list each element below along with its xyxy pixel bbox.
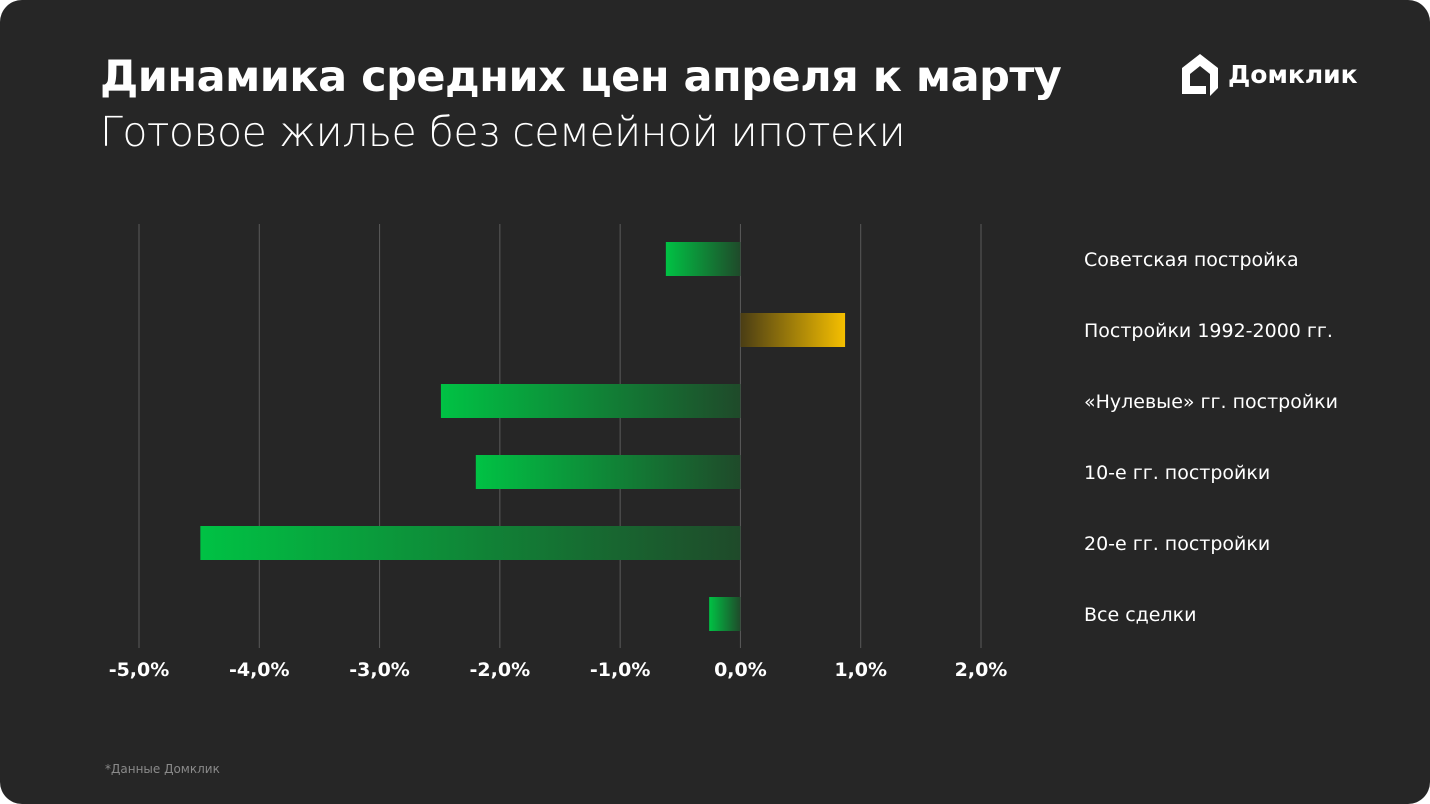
category-label: Все сделки <box>1084 604 1196 626</box>
x-tick-label: -3,0% <box>349 659 410 681</box>
category-label: Советская постройка <box>1084 249 1299 271</box>
bar <box>665 242 741 276</box>
bar <box>440 384 741 418</box>
x-tick-label: 1,0% <box>834 659 887 681</box>
x-tick-label: 2,0% <box>955 659 1008 681</box>
x-tick-label: -5,0% <box>109 659 170 681</box>
bar <box>740 313 846 347</box>
bar <box>709 597 741 631</box>
x-tick-label: 0,0% <box>714 659 767 681</box>
brand-name: Домклик <box>1228 59 1358 89</box>
category-label: 10-е гг. постройки <box>1084 462 1270 484</box>
category-label: Постройки 1992-2000 гг. <box>1084 320 1333 342</box>
x-tick-label: -1,0% <box>590 659 651 681</box>
category-label: 20-е гг. постройки <box>1084 533 1270 555</box>
x-tick-label: -4,0% <box>229 659 290 681</box>
footnote: *Данные Домклик <box>105 762 220 776</box>
x-tick-label: -2,0% <box>470 659 531 681</box>
chart-title: Динамика средних цен апреля к марту <box>100 52 1062 102</box>
category-label: «Нулевые» гг. постройки <box>1084 391 1338 413</box>
bar <box>200 526 741 560</box>
brand-logo: Домклик <box>1180 52 1358 96</box>
bar <box>475 455 741 489</box>
house-logo-icon <box>1182 54 1218 96</box>
chart-subtitle: Готовое жилье без семейной ипотеки <box>100 108 906 156</box>
